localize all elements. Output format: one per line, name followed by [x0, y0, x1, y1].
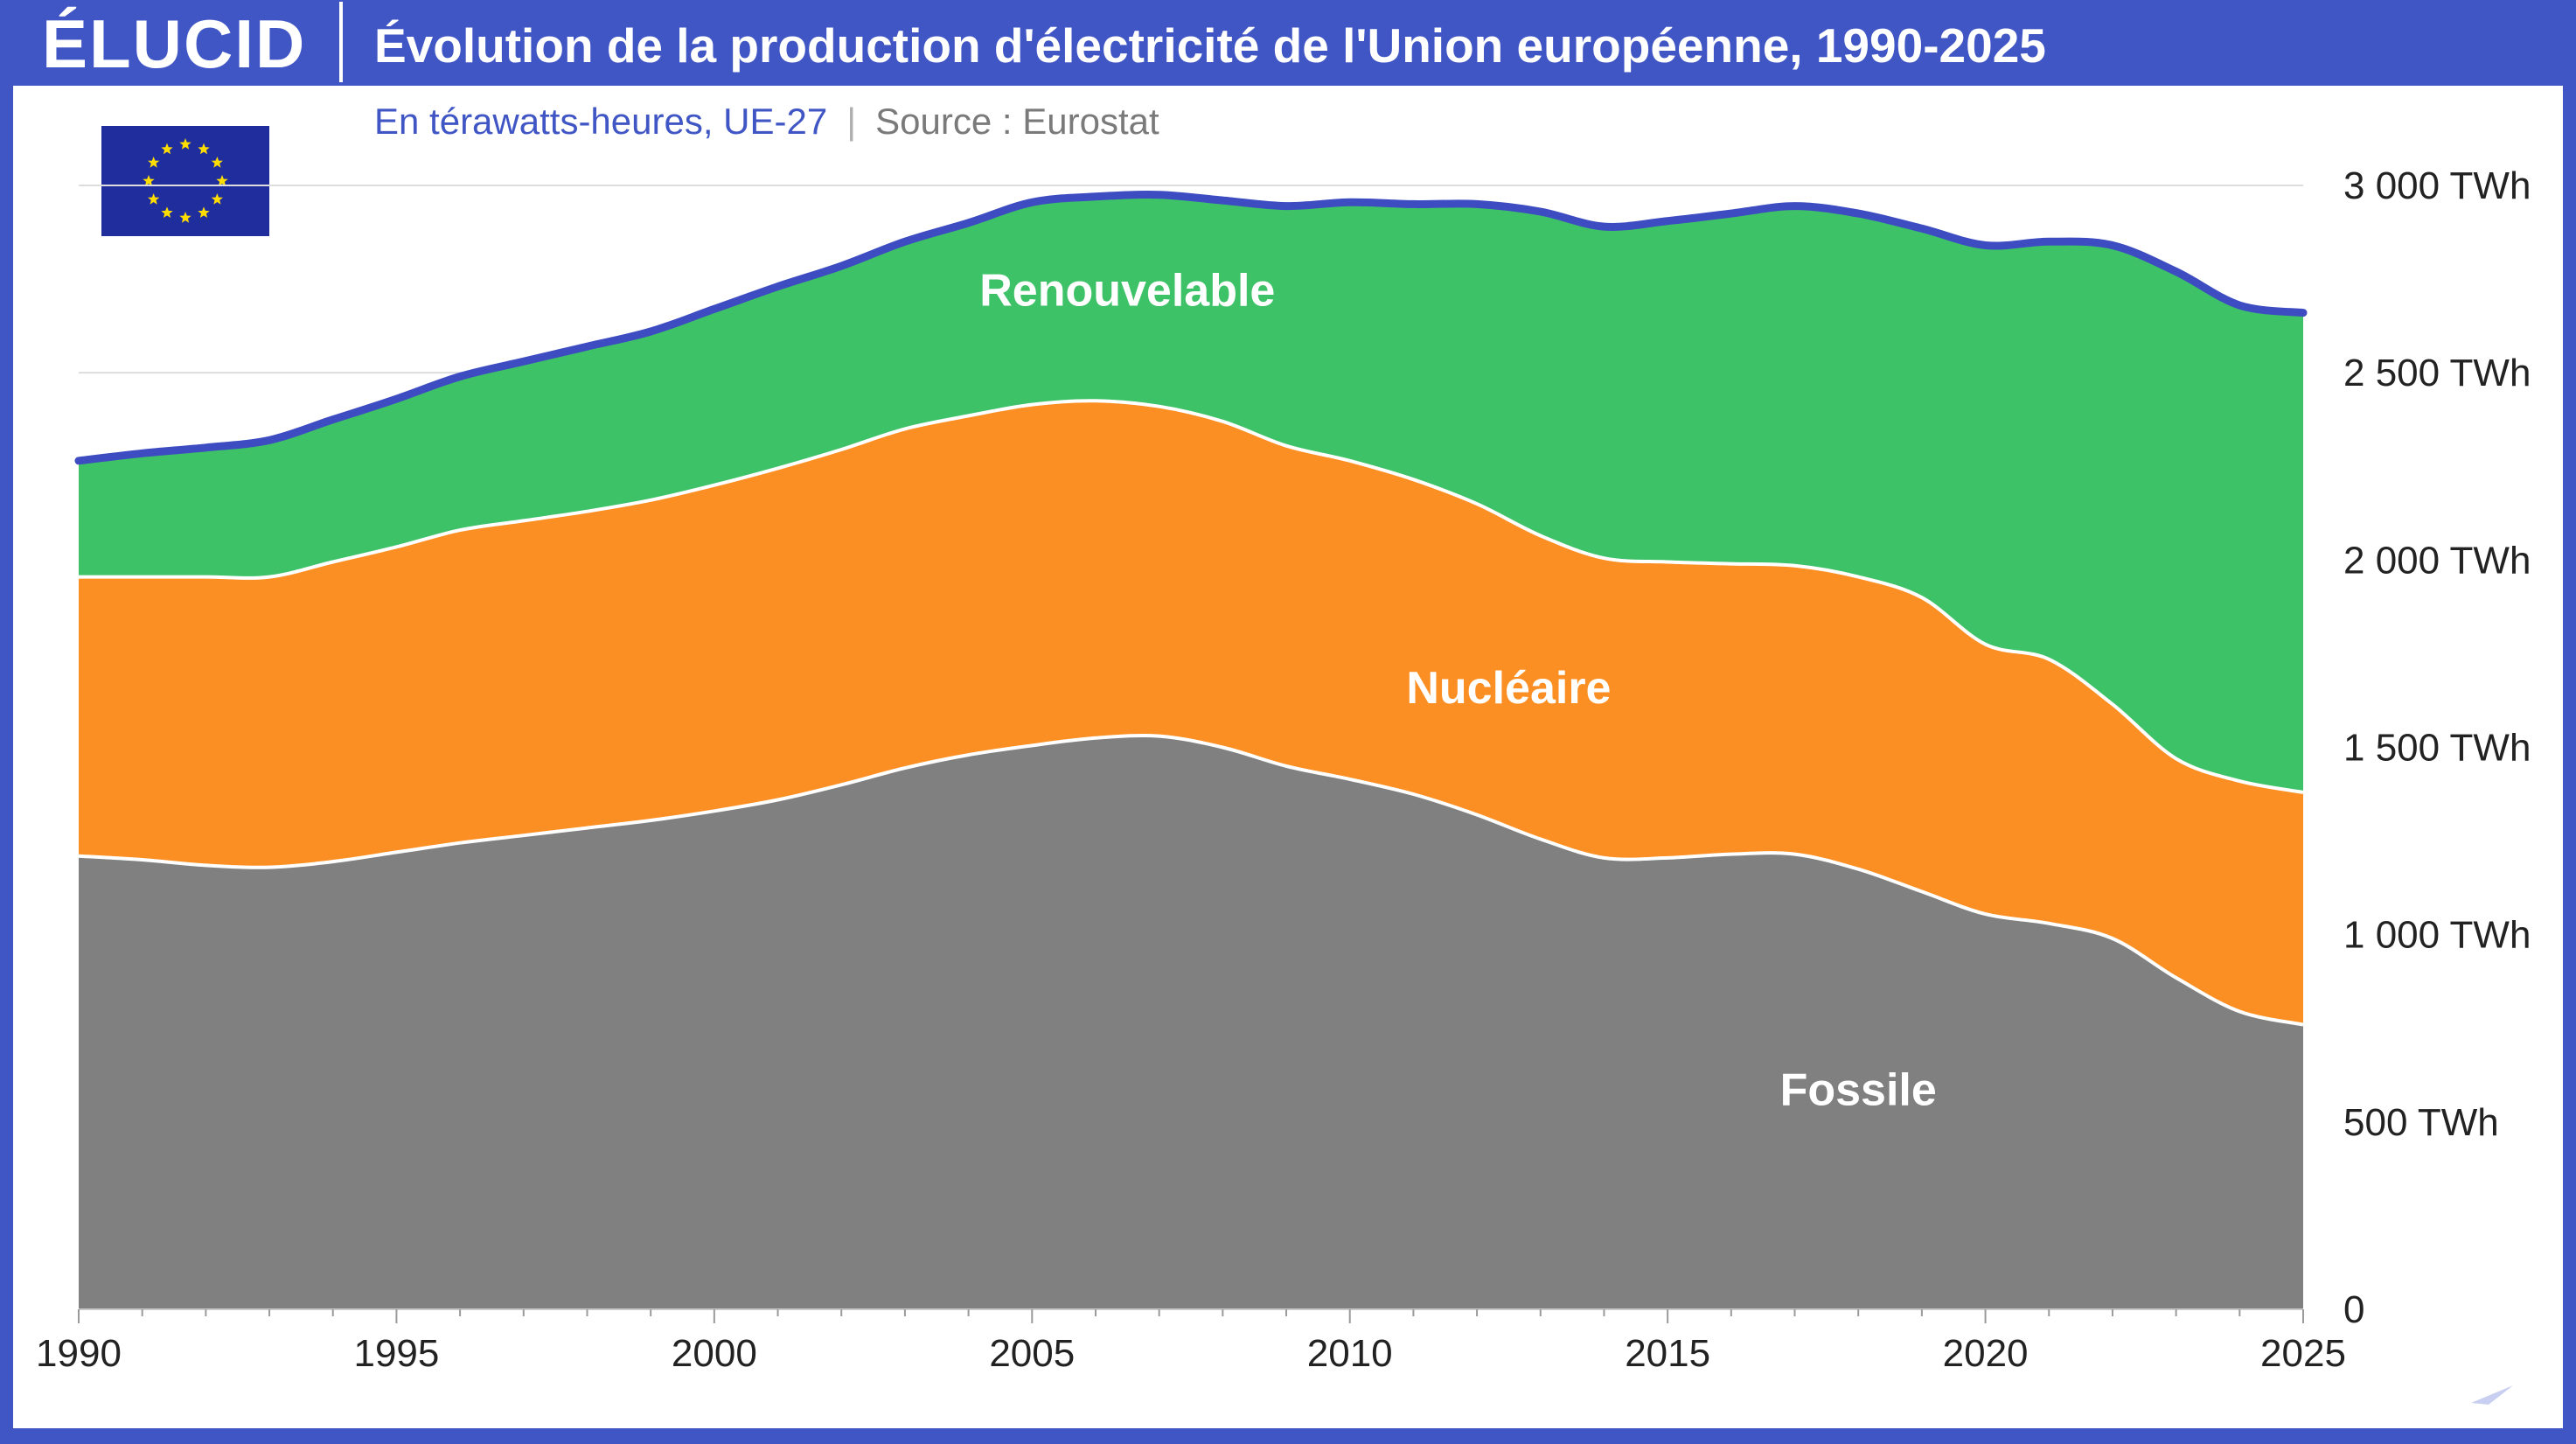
series-label-fossile: Fossile	[1780, 1064, 1937, 1115]
flag-star	[198, 206, 210, 218]
subtitle-separator: |	[846, 101, 857, 142]
series-label-nucléaire: Nucléaire	[1406, 663, 1611, 714]
x-tick-label: 2025	[2260, 1332, 2346, 1375]
x-axis: 1990 1995 2000 2005 2010 2015 2020 2025	[36, 1308, 2346, 1375]
chart-title: Évolution de la production d'électricité…	[374, 18, 2046, 73]
website-link[interactable]: www.elucid.media	[2228, 1399, 2470, 1431]
series-labels: Fossile Nucléaire Renouvelable	[979, 266, 1937, 1116]
area-nucleaire	[79, 401, 2303, 1025]
x-tick-label: 1995	[353, 1332, 439, 1375]
series-label-renouvelable: Renouvelable	[979, 266, 1275, 317]
area-fossile	[79, 735, 2303, 1309]
y-tick-label: 500 TWh	[2343, 1101, 2499, 1144]
boundary-line	[78, 733, 2304, 1027]
x-tick-label: 2005	[989, 1332, 1075, 1375]
chart-source: Source : Eurostat	[875, 101, 1159, 142]
flag-star	[216, 175, 228, 186]
flag-star	[143, 175, 155, 186]
x-tick-label: 2010	[1307, 1332, 1393, 1375]
stacked-areas	[74, 191, 2308, 1309]
y-tick-label: 0	[2343, 1288, 2364, 1331]
flag-star	[161, 143, 173, 155]
flag-star	[211, 157, 223, 168]
y-tick-label: 1 500 TWh	[2343, 727, 2531, 770]
logo-separator	[339, 2, 343, 82]
subtitle-row: En térawatts-heures, UE-27 | Source : Euro…	[374, 93, 1159, 150]
flag-star	[148, 193, 160, 205]
flag-star	[198, 143, 210, 155]
flag-star	[148, 157, 160, 168]
y-tick-label: 1 000 TWh	[2343, 914, 2531, 957]
y-tick-label: 3 000 TWh	[2343, 164, 2531, 207]
chart-subtitle: En térawatts-heures, UE-27	[374, 101, 828, 142]
x-tick-label: 2000	[672, 1332, 757, 1375]
y-axis: 0 500 TWh 1 000 TWh 1 500 TWh 2 000 TWh 2 500…	[2343, 164, 2531, 1331]
flag-star	[179, 212, 191, 223]
flag-star	[211, 193, 223, 205]
paper-plane-icon	[2471, 1385, 2513, 1415]
flag-star	[161, 206, 173, 218]
y-tick-label: 2 000 TWh	[2343, 539, 2531, 582]
total-line	[74, 191, 2308, 465]
area-renouvelable	[79, 194, 2303, 792]
flag-star	[179, 138, 191, 150]
y-tick-label: 2 500 TWh	[2343, 352, 2531, 394]
eu-flag-icon	[101, 126, 269, 236]
boundary-line	[78, 399, 2304, 794]
x-tick-label: 2020	[1943, 1332, 2029, 1375]
elucid-logo[interactable]: ÉLUCID	[42, 5, 307, 82]
x-tick-label: 2015	[1625, 1332, 1710, 1375]
x-tick-label: 1990	[36, 1332, 122, 1375]
